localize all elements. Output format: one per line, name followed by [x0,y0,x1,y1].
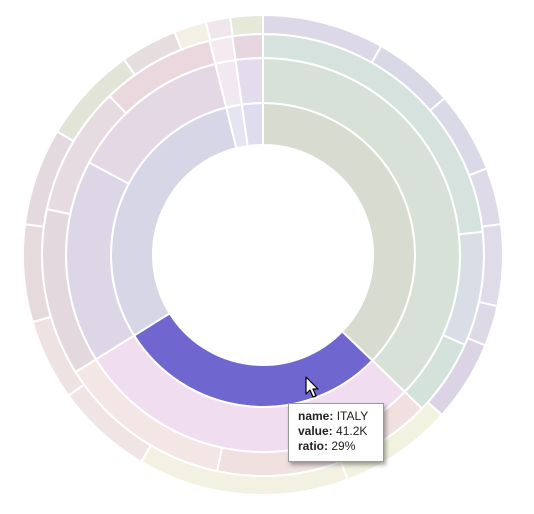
tooltip-value-label: value: [298,424,333,438]
tooltip-name-value: ITALY [336,409,369,423]
sunburst-segment-ring4-18[interactable] [229,13,264,38]
sunburst-segment-ring4-17[interactable] [204,16,234,42]
tooltip-ratio-row: ratio: 29% [298,439,375,454]
tooltip-value-value: 41.2K [336,424,368,438]
mouse-cursor-icon [305,376,319,398]
sunburst-segment-ring3-10[interactable] [231,32,264,62]
tooltip-name-label: name: [298,409,334,423]
tooltip-value-row: value: 41.2K [298,424,375,439]
tooltip-ratio-label: ratio: [298,439,328,453]
tooltip-name-row: name: ITALY [298,409,375,424]
tooltip: name: ITALY value: 41.2K ratio: 29% [288,403,384,462]
tooltip-ratio-value: 29% [331,439,356,453]
